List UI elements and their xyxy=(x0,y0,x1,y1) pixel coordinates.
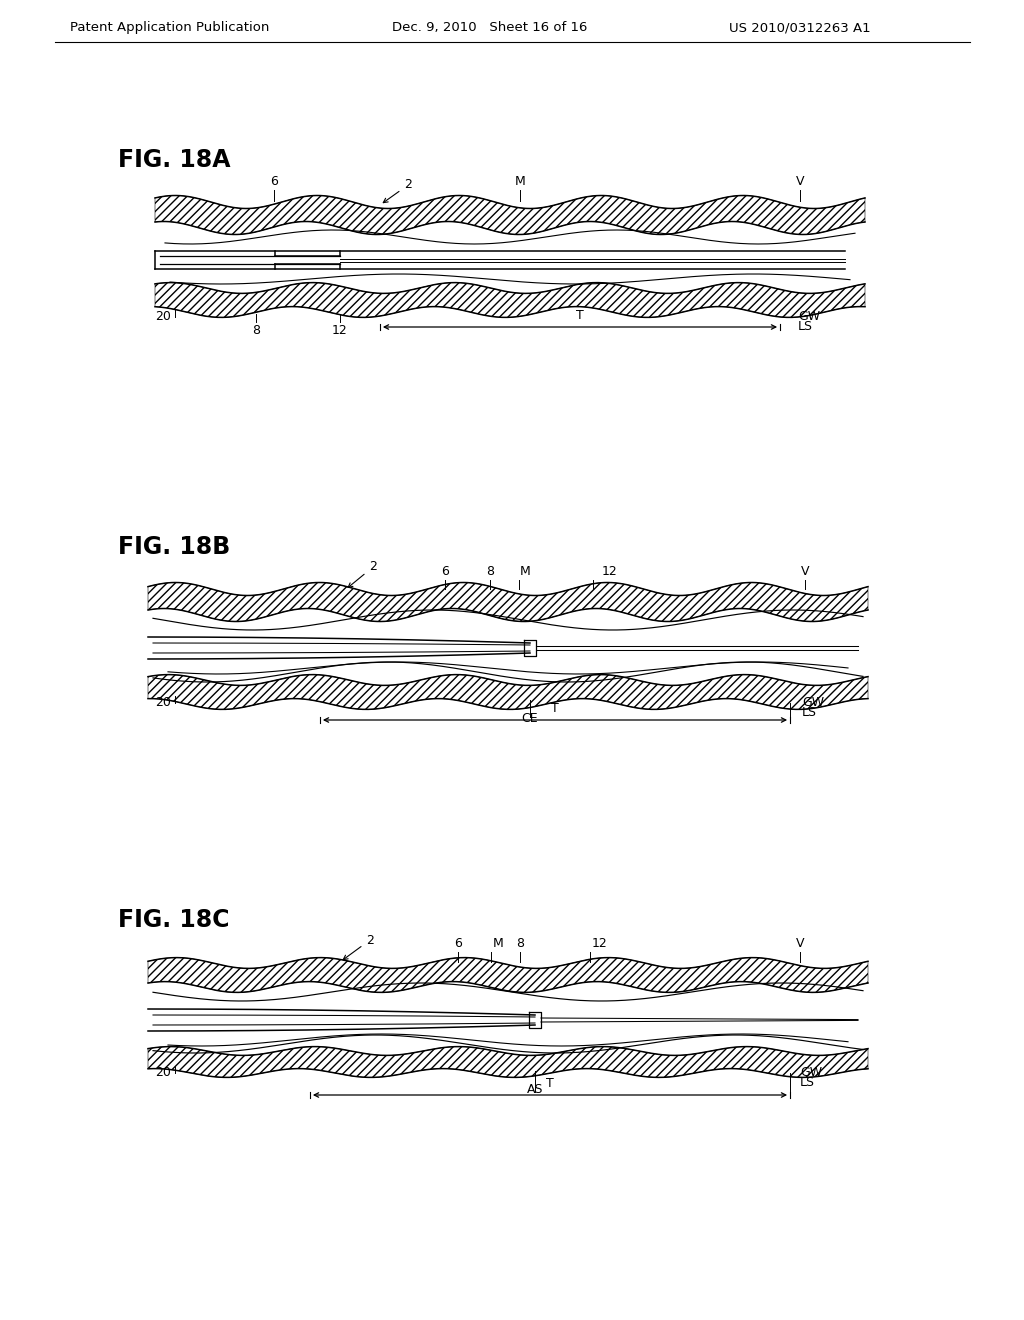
Text: Dec. 9, 2010   Sheet 16 of 16: Dec. 9, 2010 Sheet 16 of 16 xyxy=(392,21,588,34)
Text: 2: 2 xyxy=(348,561,377,587)
Text: 12: 12 xyxy=(332,323,348,337)
Text: 20: 20 xyxy=(155,697,171,710)
Text: M: M xyxy=(519,565,530,578)
Text: 6: 6 xyxy=(270,176,278,187)
Text: FIG. 18C: FIG. 18C xyxy=(118,908,229,932)
Text: 12: 12 xyxy=(592,937,608,950)
Text: T: T xyxy=(551,702,559,715)
Text: AS: AS xyxy=(526,1082,544,1096)
Text: Patent Application Publication: Patent Application Publication xyxy=(71,21,269,34)
Text: V: V xyxy=(801,565,809,578)
Text: GW: GW xyxy=(798,310,820,323)
Text: LS: LS xyxy=(802,706,817,719)
Text: GW: GW xyxy=(802,697,824,710)
Text: 20: 20 xyxy=(155,1067,171,1080)
Text: 12: 12 xyxy=(602,565,617,578)
Text: M: M xyxy=(493,937,504,950)
Text: 6: 6 xyxy=(454,937,462,950)
Text: LS: LS xyxy=(800,1077,815,1089)
Text: T: T xyxy=(577,309,584,322)
Text: 8: 8 xyxy=(252,323,260,337)
Text: GW: GW xyxy=(800,1067,822,1080)
Text: FIG. 18B: FIG. 18B xyxy=(118,535,230,558)
Text: 2: 2 xyxy=(343,933,374,960)
Text: M: M xyxy=(515,176,525,187)
Text: US 2010/0312263 A1: US 2010/0312263 A1 xyxy=(729,21,870,34)
Text: LS: LS xyxy=(798,321,813,334)
Text: T: T xyxy=(546,1077,554,1090)
Text: 8: 8 xyxy=(516,937,524,950)
Text: FIG. 18A: FIG. 18A xyxy=(118,148,230,172)
Text: 2: 2 xyxy=(383,178,412,203)
Text: V: V xyxy=(796,176,804,187)
Text: 6: 6 xyxy=(441,565,449,578)
Text: CE: CE xyxy=(521,711,539,725)
Text: 20: 20 xyxy=(155,310,171,323)
Text: V: V xyxy=(796,937,804,950)
Text: 8: 8 xyxy=(486,565,494,578)
